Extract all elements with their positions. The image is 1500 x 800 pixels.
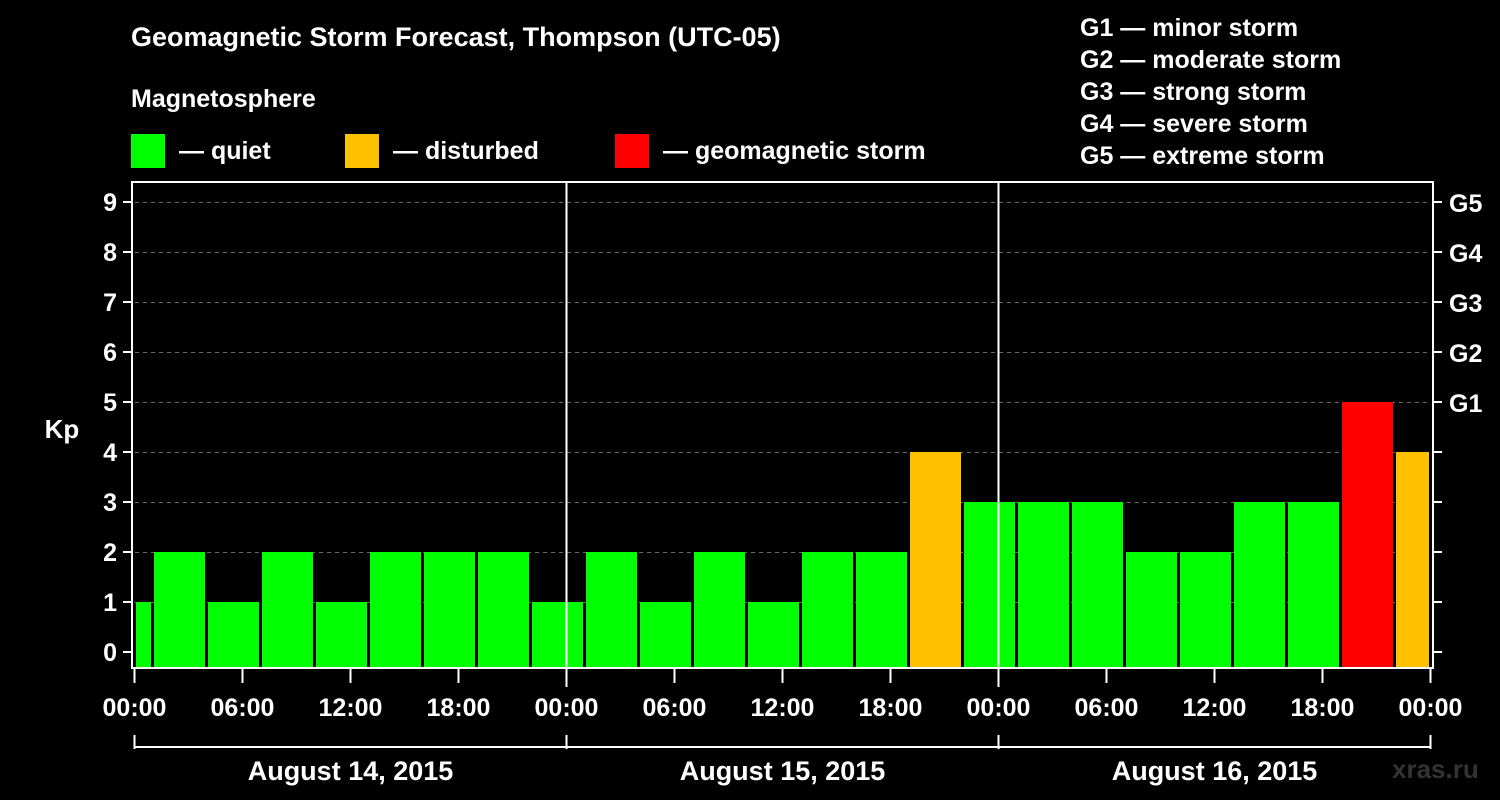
bar-6-quiet bbox=[370, 552, 421, 667]
y-label-0: 0 bbox=[103, 639, 117, 667]
bar-7-quiet bbox=[424, 552, 475, 667]
x-label-6: 12:00 bbox=[751, 694, 815, 722]
watermark: xras.ru bbox=[1392, 754, 1479, 784]
x-label-3: 18:00 bbox=[427, 694, 491, 722]
x-label-0: 00:00 bbox=[103, 694, 167, 722]
legend-label-storm: — geomagnetic storm bbox=[663, 136, 926, 165]
section-label: Magnetosphere bbox=[131, 85, 316, 113]
right-label-g2: G2 bbox=[1449, 340, 1482, 368]
x-label-10: 12:00 bbox=[1183, 694, 1247, 722]
x-label-5: 06:00 bbox=[643, 694, 707, 722]
y-label-3: 3 bbox=[103, 489, 117, 517]
x-label-1: 06:00 bbox=[211, 694, 275, 722]
y-label-2: 2 bbox=[103, 539, 117, 567]
y-label-1: 1 bbox=[103, 589, 117, 617]
storm-scale-g3: G3 — strong storm bbox=[1080, 78, 1307, 106]
bar-22-quiet bbox=[1234, 502, 1285, 667]
bar-24-storm bbox=[1342, 402, 1393, 667]
legend-quiet: — quiet bbox=[131, 134, 271, 168]
legend-swatch-quiet bbox=[131, 134, 165, 168]
bar-13-quiet bbox=[748, 602, 799, 667]
bar-16-disturbed bbox=[910, 452, 961, 667]
bar-21-quiet bbox=[1180, 552, 1231, 667]
bar-1-quiet bbox=[136, 602, 151, 667]
right-label-g1: G1 bbox=[1449, 390, 1482, 418]
right-label-g4: G4 bbox=[1449, 240, 1482, 268]
x-label-9: 06:00 bbox=[1075, 694, 1139, 722]
y-label-4: 4 bbox=[103, 439, 117, 467]
x-label-12: 00:00 bbox=[1399, 694, 1463, 722]
day-label-1: August 14, 2015 bbox=[248, 756, 454, 786]
legend-label-quiet: — quiet bbox=[179, 136, 271, 165]
chart-title: Geomagnetic Storm Forecast, Thompson (UT… bbox=[131, 22, 781, 52]
right-label-g3: G3 bbox=[1449, 290, 1482, 318]
storm-scale-legend: G1 — minor storm G2 — moderate storm G3 … bbox=[1080, 12, 1341, 172]
legend-disturbed: — disturbed bbox=[345, 134, 539, 168]
storm-scale-g2: G2 — moderate storm bbox=[1080, 46, 1342, 74]
bar-19-quiet bbox=[1072, 502, 1123, 667]
legend-storm: — geomagnetic storm bbox=[615, 134, 926, 168]
bar-18-quiet bbox=[1018, 502, 1069, 667]
day-label-3: August 16, 2015 bbox=[1112, 756, 1318, 786]
legend-swatch-disturbed bbox=[345, 134, 379, 168]
bar-8-quiet bbox=[478, 552, 529, 667]
bar-17-quiet bbox=[964, 502, 1015, 667]
bar-10-quiet bbox=[586, 552, 637, 667]
y-label-7: 7 bbox=[103, 289, 117, 317]
x-label-8: 00:00 bbox=[967, 694, 1031, 722]
x-label-2: 12:00 bbox=[319, 694, 383, 722]
bar-9-quiet bbox=[532, 602, 583, 667]
bar-3-quiet bbox=[208, 602, 259, 667]
storm-scale-g5: G5 — extreme storm bbox=[1080, 142, 1325, 170]
y-label-9: 9 bbox=[103, 189, 117, 217]
bar-15-quiet bbox=[856, 552, 907, 667]
y-label-6: 6 bbox=[103, 339, 117, 367]
bar-12-quiet bbox=[694, 552, 745, 667]
y-axis-title: Kp bbox=[45, 414, 80, 444]
bar-2-quiet bbox=[154, 552, 205, 667]
bar-25-disturbed bbox=[1396, 452, 1429, 667]
bar-5-quiet bbox=[316, 602, 367, 667]
bar-20-quiet bbox=[1126, 552, 1177, 667]
legend-label-disturbed: — disturbed bbox=[393, 136, 539, 165]
storm-scale-g1: G1 — minor storm bbox=[1080, 14, 1299, 42]
y-label-8: 8 bbox=[103, 239, 117, 267]
bar-11-quiet bbox=[640, 602, 691, 667]
right-label-g5: G5 bbox=[1449, 190, 1482, 218]
legend-swatch-storm bbox=[615, 134, 649, 168]
bar-23-quiet bbox=[1288, 502, 1339, 667]
bar-4-quiet bbox=[262, 552, 313, 667]
x-label-4: 00:00 bbox=[535, 694, 599, 722]
bar-14-quiet bbox=[802, 552, 853, 667]
x-label-11: 18:00 bbox=[1291, 694, 1355, 722]
day-label-2: August 15, 2015 bbox=[680, 756, 886, 786]
x-label-7: 18:00 bbox=[859, 694, 923, 722]
storm-scale-g4: G4 — severe storm bbox=[1080, 110, 1308, 138]
y-label-5: 5 bbox=[103, 389, 117, 417]
